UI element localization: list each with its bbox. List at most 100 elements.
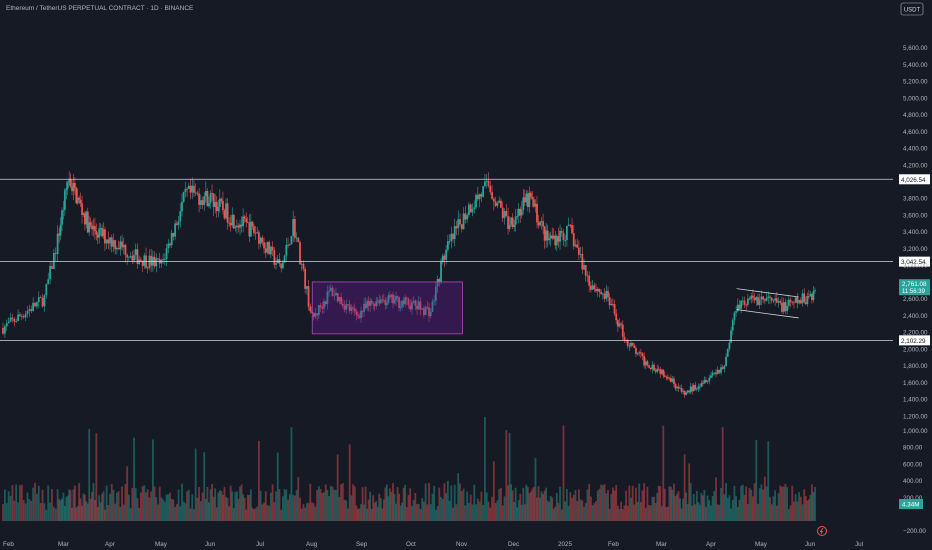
candle-body [307, 286, 310, 307]
candle-body [66, 182, 69, 189]
volume-bar [517, 500, 520, 521]
candle-body [263, 242, 265, 249]
volume-bar [419, 509, 422, 521]
time-tick-label: Jun [805, 541, 816, 548]
candle-body [567, 224, 570, 226]
volume-bar [649, 505, 652, 521]
candle-body [157, 258, 159, 260]
candle-body [723, 365, 726, 369]
volume-bar [557, 502, 560, 521]
candle-body [372, 303, 375, 305]
candle-body [417, 301, 420, 310]
consolidation-range-box[interactable] [311, 281, 463, 335]
volume-bar [329, 485, 332, 521]
channel-lower-line[interactable] [736, 309, 799, 319]
volume-bar [581, 500, 584, 521]
volume-bar [5, 503, 8, 521]
volume-bar [591, 505, 594, 521]
candle-body [381, 299, 384, 301]
price-axis[interactable]: 5,600.00 5,400.00 5,200.00 5,000.00 4,800.00… [899, 45, 930, 535]
candle-body [794, 297, 797, 303]
candle-body [455, 226, 458, 229]
candle-body [560, 231, 563, 233]
volume-bar [47, 485, 50, 521]
candle-body [703, 379, 706, 384]
candle-body [122, 244, 125, 248]
volume-bar [648, 505, 650, 521]
candle-body [539, 221, 541, 226]
candle-body [457, 219, 460, 229]
volume-bar [670, 486, 672, 521]
volume-bar [455, 504, 458, 521]
volume-bar [694, 504, 697, 521]
volume-bar [733, 485, 736, 521]
time-axis[interactable]: Feb Mar Apr May Jun Jul Aug Sep Oct Nov Dec 2025 Feb… [3, 541, 863, 548]
candle-body [784, 302, 787, 312]
horizontal-levels[interactable]: 4,026.54 3,042.54 2,102.29 [0, 174, 930, 346]
time-tick-label: May [155, 541, 168, 548]
candle-body [620, 323, 623, 325]
candle-body [58, 233, 61, 236]
candle-body [772, 300, 775, 302]
candle-body [603, 293, 606, 299]
candle-body [223, 210, 226, 219]
candle-body [782, 302, 785, 312]
candle-body [91, 225, 93, 230]
volume-bar [393, 493, 396, 521]
candle-body [517, 208, 520, 217]
volume-bar [98, 495, 101, 521]
volume-bar [61, 498, 63, 521]
volume-bar [431, 493, 434, 521]
candle-body [607, 290, 609, 298]
candle-body [63, 190, 66, 210]
bull-flag-channel[interactable] [736, 288, 799, 319]
candle-body [763, 299, 766, 301]
candle-body [626, 340, 629, 346]
currency-button[interactable]: USDT [900, 2, 924, 16]
candle-body [385, 303, 388, 305]
candle-body [54, 252, 57, 254]
candle-body [665, 376, 668, 378]
candle-body [98, 228, 101, 238]
candle-body [290, 236, 293, 245]
candle-body [706, 381, 709, 383]
volume-bar [791, 485, 794, 521]
channel-upper-line[interactable] [736, 288, 799, 298]
volume-bar [151, 439, 154, 521]
volume-bar [68, 489, 71, 521]
candle-body [404, 297, 407, 305]
candle-body [72, 183, 75, 192]
candle-body [187, 185, 190, 189]
candle-body [175, 223, 178, 225]
volume-bar [703, 490, 706, 521]
candle-body [721, 367, 724, 369]
volume-bar [460, 491, 463, 521]
volume-bar [124, 483, 127, 521]
candle-body [668, 378, 671, 379]
candle-body [361, 310, 364, 312]
volume-bar [631, 485, 634, 521]
volume-bar [569, 492, 572, 521]
candle-body [184, 188, 187, 193]
volume-bar [651, 496, 654, 521]
volume-bar [511, 490, 514, 521]
candle-body [615, 313, 618, 321]
candle-body [589, 285, 592, 290]
volume-bar [514, 487, 517, 521]
candle-body [99, 228, 102, 229]
candle-body [259, 237, 262, 244]
volume-bar [387, 496, 390, 521]
lightning-icon[interactable] [817, 526, 827, 536]
volume-bar [353, 486, 356, 521]
price-tick-label: 5,400.00 [903, 62, 928, 69]
candle-body [679, 388, 681, 389]
volume-bar [496, 500, 499, 521]
volume-bar [767, 441, 770, 521]
volume-bar [659, 486, 662, 521]
candle-body [574, 244, 577, 247]
candle-body [226, 203, 229, 223]
candle-body [520, 209, 523, 216]
candle-body [583, 265, 585, 270]
candle-body [94, 226, 96, 232]
